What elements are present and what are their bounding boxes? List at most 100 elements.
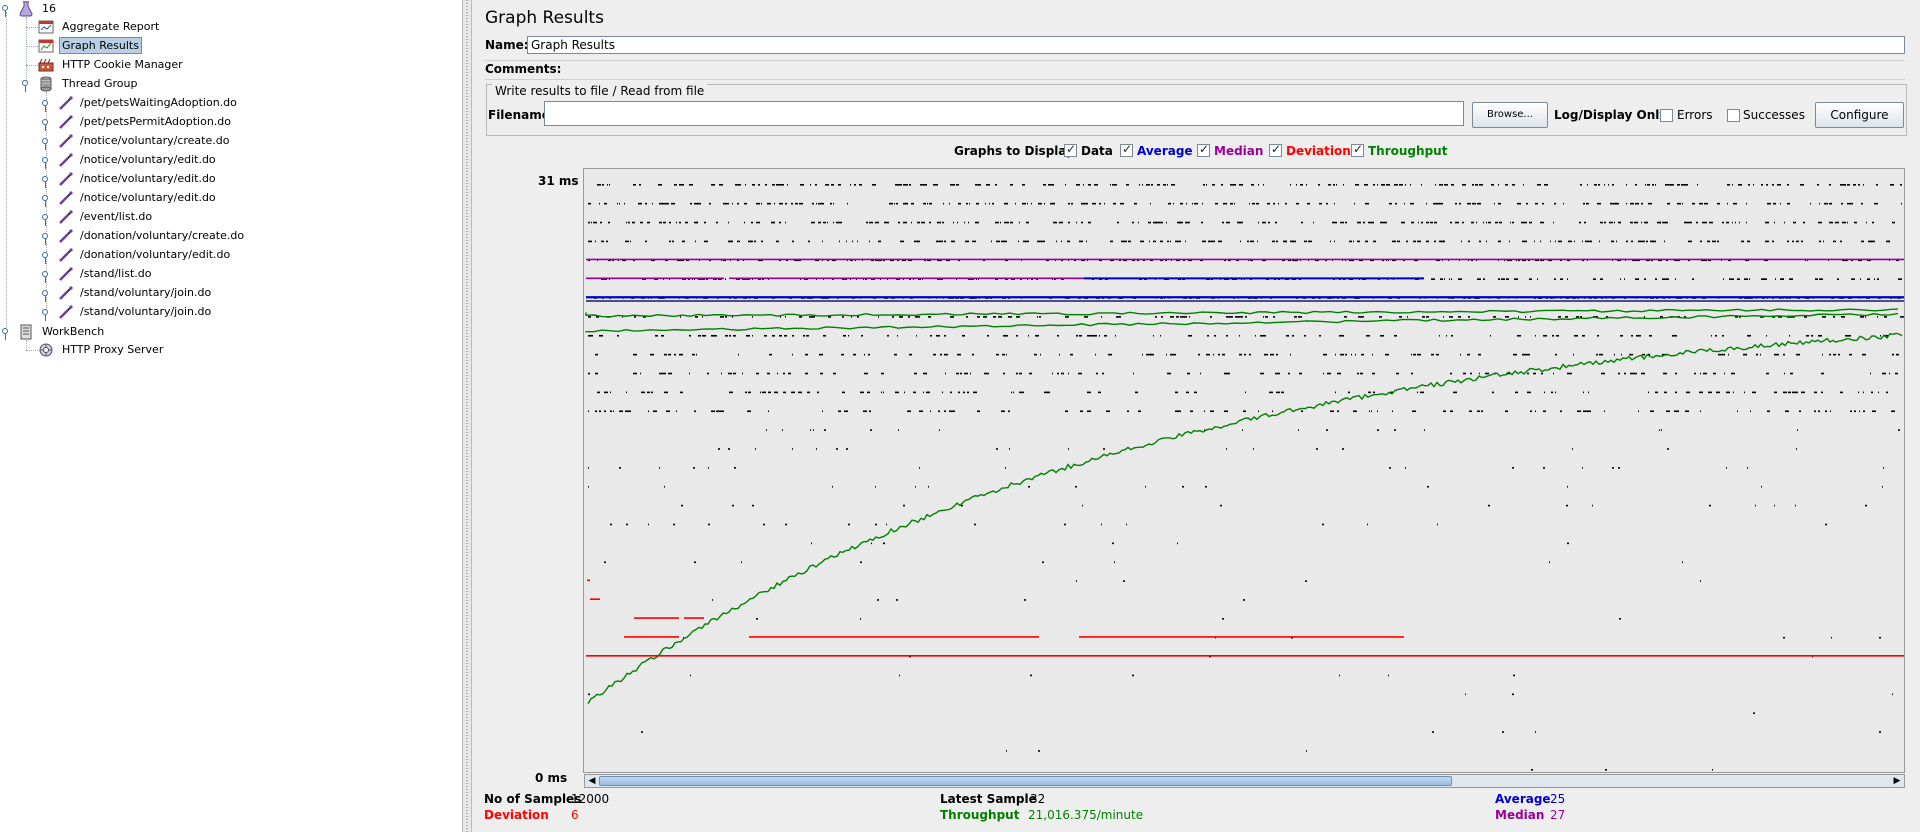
sampler-expand-toggle[interactable] [42, 119, 49, 131]
data-point [1437, 523, 1438, 526]
name-input[interactable] [527, 36, 1905, 54]
thread-group-expand-toggle[interactable] [22, 80, 29, 92]
tree-item-label: /stand/voluntary/join.do [80, 286, 212, 299]
data-point [1288, 259, 1291, 262]
scroll-right-icon[interactable]: ▶ [1893, 776, 1901, 786]
root-expand-toggle[interactable] [2, 5, 9, 17]
data-point [1479, 184, 1483, 186]
data-point [1501, 278, 1505, 280]
data-point [1435, 184, 1436, 186]
data-point [1658, 259, 1662, 262]
data-point [939, 429, 940, 431]
data-point [1829, 202, 1832, 205]
data-point [938, 410, 940, 413]
data-point [822, 353, 823, 356]
data-point [1617, 259, 1621, 262]
data-point [751, 221, 753, 224]
data-point [866, 221, 868, 224]
sampler-expand-toggle[interactable] [42, 157, 49, 169]
sampler-expand-toggle[interactable] [42, 195, 49, 207]
median-checkbox[interactable] [1197, 142, 1210, 157]
data-point [1672, 184, 1674, 186]
graph-horizontal-scrollbar[interactable]: ◀ ▶ [584, 774, 1905, 788]
filename-input[interactable] [544, 101, 1464, 126]
data-point [922, 278, 923, 280]
successes-checkbox[interactable] [1727, 109, 1740, 122]
data-point [645, 202, 647, 205]
data-point [1000, 221, 1001, 224]
throughput-checkbox[interactable] [1351, 142, 1364, 157]
data-checkbox[interactable] [1064, 142, 1077, 157]
data-point [1817, 184, 1819, 186]
configure-button[interactable]: Configure [1815, 102, 1904, 128]
data-point [1631, 240, 1633, 243]
data-point [1076, 221, 1077, 224]
data-point [1869, 259, 1871, 262]
data-point [978, 184, 981, 186]
data-point [1440, 278, 1443, 280]
sampler-expand-toggle[interactable] [42, 252, 49, 264]
data-point [832, 259, 836, 262]
data-point [878, 259, 882, 262]
data-point [1477, 410, 1480, 413]
data-point [944, 334, 946, 337]
data-point [702, 278, 705, 280]
data-point [1598, 184, 1600, 186]
test-plan-tree[interactable]: 16 Aggregate Report Graph Results HTTP C… [0, 0, 462, 832]
data-point [1727, 202, 1728, 205]
data-point [1592, 504, 1593, 507]
sampler-expand-toggle[interactable] [42, 271, 49, 283]
comments-row[interactable] [485, 60, 1905, 80]
tree-item-label: HTTP Cookie Manager [62, 58, 183, 71]
browse-button[interactable]: Browse... [1472, 102, 1548, 128]
samples-value: 12000 [571, 792, 610, 806]
data-point [1492, 391, 1494, 394]
data-point [887, 278, 888, 280]
data-point [1099, 259, 1102, 262]
data-point [1426, 221, 1429, 224]
data-point [1697, 184, 1698, 186]
sampler-expand-toggle[interactable] [42, 290, 49, 302]
data-point [666, 202, 669, 205]
data-point [730, 259, 731, 262]
data-point [1567, 259, 1570, 262]
data-point [1279, 372, 1280, 375]
data-point [1700, 240, 1702, 243]
data-point [1518, 316, 1519, 318]
data-point [1651, 259, 1653, 262]
data-point [1022, 184, 1025, 186]
sampler-expand-toggle[interactable] [42, 176, 49, 188]
data-point [1795, 504, 1796, 507]
data-point [1076, 334, 1078, 337]
data-point [944, 240, 946, 243]
sampler-expand-toggle[interactable] [42, 138, 49, 150]
scrollbar-thumb[interactable] [599, 776, 1452, 786]
sampler-expand-toggle[interactable] [42, 214, 49, 226]
data-point [1114, 561, 1115, 564]
workbench-expand-toggle[interactable] [2, 328, 9, 340]
data-point [810, 184, 811, 186]
proxy-server-icon [38, 342, 54, 358]
pipette-icon [58, 228, 74, 244]
data-point [1380, 334, 1384, 337]
deviation-checkbox[interactable] [1269, 142, 1282, 157]
sampler-expand-toggle[interactable] [42, 309, 49, 321]
sampler-expand-toggle[interactable] [42, 233, 49, 245]
data-point [1373, 240, 1376, 243]
data-point [1743, 353, 1747, 356]
data-point [1349, 240, 1352, 243]
data-point [1351, 353, 1352, 356]
errors-checkbox[interactable] [1660, 109, 1673, 122]
data-point [1244, 353, 1246, 356]
data-point [1127, 410, 1129, 413]
data-point [673, 523, 675, 526]
sampler-expand-toggle[interactable] [42, 100, 49, 112]
average-checkbox[interactable] [1120, 142, 1133, 157]
data-point [1091, 334, 1095, 337]
data-point [752, 184, 755, 186]
scroll-left-icon[interactable]: ◀ [588, 776, 596, 786]
split-pane-divider[interactable] [462, 0, 472, 832]
data-point [1498, 278, 1500, 280]
data-point [831, 184, 834, 186]
data-point [1270, 353, 1274, 356]
